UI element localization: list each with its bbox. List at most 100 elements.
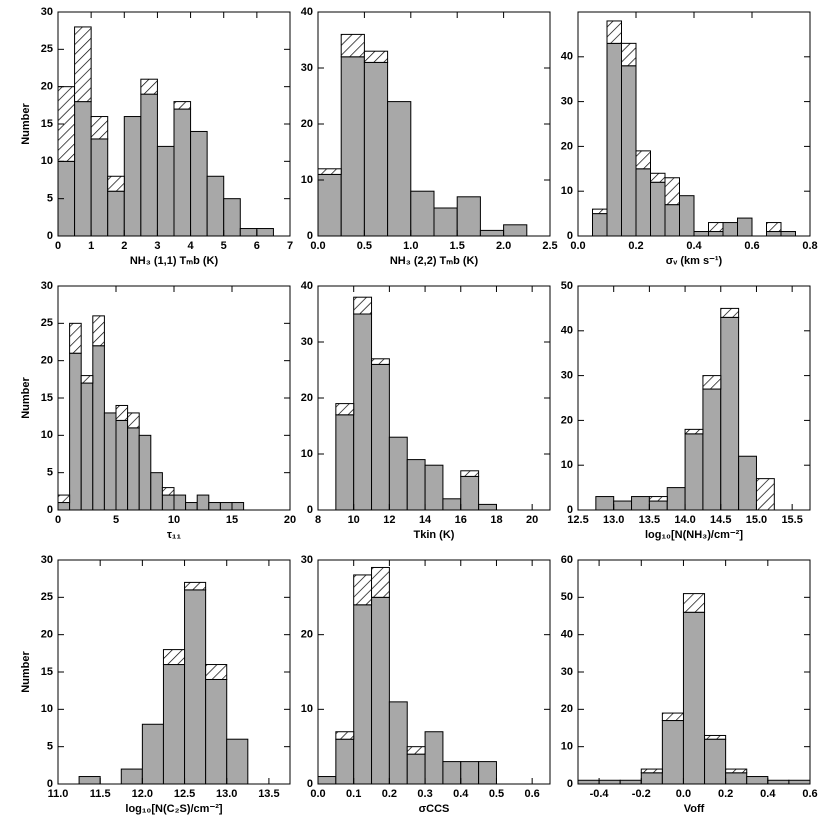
hatched-bar xyxy=(363,50,389,63)
bar xyxy=(141,723,164,785)
bar xyxy=(173,494,187,511)
hatched-bar xyxy=(335,403,355,416)
x-axis-label: log₁₀[N(NH₃)/cm⁻²] xyxy=(645,529,743,541)
x-tick-label: 12.5 xyxy=(567,514,588,526)
hatched-bar xyxy=(127,412,140,429)
bar xyxy=(156,145,175,237)
bar xyxy=(90,138,109,237)
bar xyxy=(679,195,695,237)
bar xyxy=(766,231,782,237)
hatched-bar xyxy=(664,177,680,206)
hatched-bar xyxy=(173,101,192,110)
hatched-bar xyxy=(69,322,82,354)
x-tick-label: 2.0 xyxy=(496,240,511,252)
bar xyxy=(120,768,143,785)
bar xyxy=(478,503,497,511)
hatched-bar xyxy=(162,649,186,666)
bar xyxy=(666,487,686,511)
x-tick-label: 0.6 xyxy=(525,788,540,800)
y-axis-label: Number xyxy=(20,103,32,145)
bar xyxy=(456,196,481,237)
bar xyxy=(503,224,528,237)
bar xyxy=(650,181,666,237)
bar xyxy=(340,56,365,237)
x-tick-label: 10 xyxy=(168,514,180,526)
y-axis-label: Number xyxy=(20,377,32,419)
bar xyxy=(256,228,274,237)
bar xyxy=(631,496,650,511)
x-tick-label: 0.6 xyxy=(802,788,817,800)
x-tick-label: 20 xyxy=(526,514,538,526)
x-tick-label: 15.5 xyxy=(781,514,802,526)
bar xyxy=(74,101,92,237)
hatched-bar xyxy=(92,315,105,347)
bar xyxy=(205,678,228,785)
x-axis-label: NH₃ (1,1) Tₘb (K) xyxy=(130,255,219,267)
x-tick-label: 1 xyxy=(88,240,94,252)
hatched-bar xyxy=(682,593,706,613)
x-tick-label: 0.8 xyxy=(802,240,817,252)
y-tick-label: 10 xyxy=(561,459,573,471)
bar xyxy=(478,761,497,785)
y-tick-label: 30 xyxy=(41,554,53,566)
x-axis-label: σᵥ (km s⁻¹) xyxy=(666,255,723,267)
hatched-bar xyxy=(661,712,684,722)
bar xyxy=(388,701,408,785)
hatched-bar xyxy=(635,150,651,170)
x-tick-label: 7 xyxy=(287,240,293,252)
hatched-bar xyxy=(648,496,668,502)
y-tick-label: 30 xyxy=(41,6,53,18)
bar xyxy=(595,496,615,511)
bar xyxy=(424,731,444,785)
bar xyxy=(460,761,480,785)
y-tick-label: 25 xyxy=(41,591,53,603)
bar xyxy=(80,382,94,511)
bar xyxy=(592,213,608,237)
y-tick-label: 30 xyxy=(301,62,313,74)
x-tick-label: 0.3 xyxy=(417,788,432,800)
x-tick-label: 5 xyxy=(113,514,119,526)
bar xyxy=(371,596,390,785)
bar xyxy=(208,502,221,511)
x-axis-label: NH₃ (2,2) Tₘb (K) xyxy=(390,255,479,267)
x-tick-label: 8 xyxy=(315,514,321,526)
x-tick-label: 0 xyxy=(55,514,61,526)
x-tick-label: -0.4 xyxy=(590,788,610,800)
x-tick-label: 13.0 xyxy=(603,514,624,526)
bar xyxy=(388,436,408,511)
y-tick-label: 20 xyxy=(301,118,313,130)
x-axis-label: Voff xyxy=(684,803,705,815)
x-tick-label: 3 xyxy=(154,240,160,252)
x-tick-label: 18 xyxy=(490,514,502,526)
hatched-bar xyxy=(406,746,426,755)
bar xyxy=(788,779,811,785)
bar xyxy=(190,130,208,237)
bar xyxy=(424,464,444,511)
hatched-bar xyxy=(74,26,92,103)
x-tick-label: 11.0 xyxy=(48,788,69,800)
x-tick-label: 1.0 xyxy=(403,240,418,252)
bar xyxy=(184,589,207,785)
bar xyxy=(780,231,796,237)
hatched-bar xyxy=(161,487,175,496)
hatched-bar xyxy=(140,78,158,95)
y-tick-label: 50 xyxy=(561,280,573,292)
plot-frame xyxy=(317,559,551,785)
x-tick-label: 0.4 xyxy=(686,240,702,252)
y-tick-label: 50 xyxy=(561,591,573,603)
x-tick-label: 11.5 xyxy=(90,788,111,800)
x-tick-label: 2 xyxy=(121,240,127,252)
bar xyxy=(387,101,412,237)
y-tick-label: 10 xyxy=(41,155,53,167)
hatched-bar xyxy=(766,222,782,233)
x-tick-label: 2.5 xyxy=(542,240,557,252)
bar xyxy=(406,753,426,785)
bar xyxy=(737,217,753,237)
x-tick-label: 6 xyxy=(254,240,260,252)
hatched-bar xyxy=(708,222,724,233)
y-tick-label: 0 xyxy=(307,504,313,516)
bar xyxy=(353,313,373,511)
x-tick-label: 16 xyxy=(455,514,467,526)
bar xyxy=(410,190,435,237)
bar xyxy=(57,502,71,511)
